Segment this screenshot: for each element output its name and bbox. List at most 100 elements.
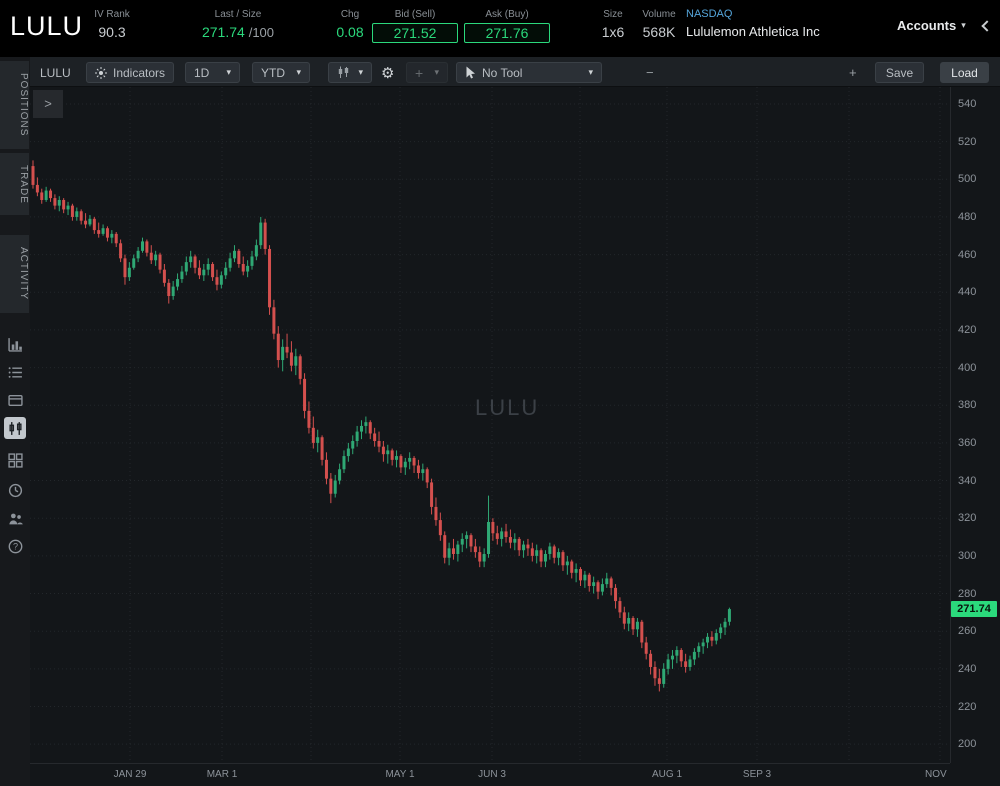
indicators-label: Indicators xyxy=(113,65,166,80)
timeframe-value: 1D xyxy=(194,65,210,80)
indicators-button[interactable]: Indicators xyxy=(86,62,175,83)
range-dropdown[interactable]: YTD ▾ xyxy=(252,62,310,83)
watchlist-view-icon[interactable] xyxy=(4,361,26,383)
candlestick-chart[interactable] xyxy=(30,87,950,763)
chart-settings-button[interactable]: ⚙ xyxy=(377,62,398,83)
left-sidebar: POSITIONS TRADE ACTIVITY ? xyxy=(0,57,30,786)
ask-label: Ask (Buy) xyxy=(485,9,529,20)
indicators-burst-icon xyxy=(95,66,107,79)
chart-plot-area[interactable]: LULU > xyxy=(30,87,950,763)
save-button[interactable]: Save xyxy=(875,62,924,83)
time-axis-label: AUG 1 xyxy=(651,769,683,780)
bar-chart-view-icon[interactable] xyxy=(4,333,26,355)
axis-corner xyxy=(950,763,1000,786)
quote-header: LULU IV Rank 90.3 Last / Size 271.74 /10… xyxy=(0,0,1000,57)
time-axis-label: JAN 29 xyxy=(113,769,147,780)
current-price-tag: 271.74 xyxy=(951,601,997,618)
exchange-block: NASDAQ Lululemon Athletica Inc xyxy=(686,8,820,39)
iv-rank-value: 90.3 xyxy=(98,24,126,40)
time-axis-label: MAY 1 xyxy=(385,769,415,780)
chg-field: Chg 0.08 xyxy=(325,9,375,40)
chart-view-icon[interactable] xyxy=(4,417,26,439)
price-axis-label: 420 xyxy=(958,323,977,336)
chart-toolbar: LULU Indicators 1D ▾ YTD ▾ ▾ xyxy=(0,57,1000,132)
time-axis-label: NOV 1 xyxy=(924,769,956,780)
sidebar-tab-activity[interactable]: ACTIVITY xyxy=(0,235,29,313)
size-value: 1x6 xyxy=(601,24,625,40)
price-axis[interactable]: 540 520 500 480 460 440 420 400 380 360 340 320 300 2… xyxy=(950,87,1000,763)
volume-field: Volume 568K xyxy=(636,9,682,40)
price-axis-label: 540 xyxy=(958,97,977,110)
bid-label: Bid (Sell) xyxy=(394,9,436,20)
accounts-dropdown[interactable]: Accounts ▾ xyxy=(897,18,966,33)
price-axis-label: 240 xyxy=(958,662,977,675)
time-axis[interactable]: JAN 29 MAR 1 MAY 1 JUN 3 AUG 1 SEP 3 NOV 1 xyxy=(30,763,955,786)
price-axis-label: 200 xyxy=(958,738,977,751)
crosshair-dropdown[interactable]: + ▾ xyxy=(406,62,448,83)
chevron-down-icon: ▾ xyxy=(226,67,231,77)
price-axis-label: 400 xyxy=(958,361,977,374)
price-axis-label: 320 xyxy=(958,512,977,525)
chevron-down-icon: ▾ xyxy=(588,67,593,77)
sidebar-tab-trade[interactable]: TRADE xyxy=(0,153,29,215)
collapse-panel-chevron[interactable] xyxy=(981,20,993,32)
ask-button[interactable]: 271.76 xyxy=(464,23,550,43)
price-axis-label: 340 xyxy=(958,474,977,487)
trade-tab-label: TRADE xyxy=(18,164,29,204)
grid-view-icon[interactable] xyxy=(4,449,26,471)
sidebar-tab-positions[interactable]: POSITIONS xyxy=(0,61,29,149)
chart-watermark: LULU xyxy=(475,395,540,420)
save-label: Save xyxy=(885,65,914,80)
chevron-down-icon: ▾ xyxy=(296,67,301,77)
svg-text:?: ? xyxy=(12,541,17,551)
drawing-tool-value: No Tool xyxy=(482,65,523,80)
drawing-tool-dropdown[interactable]: No Tool ▾ xyxy=(456,62,602,83)
price-axis-label: 280 xyxy=(958,587,977,600)
time-axis-label: JUN 3 xyxy=(478,769,506,780)
iv-rank-label: IV Rank xyxy=(94,9,130,20)
chg-value: 0.08 xyxy=(336,24,364,40)
price-axis-label: 260 xyxy=(958,625,977,638)
last-size-value: 271.74 /100 xyxy=(188,24,288,40)
expand-panel-button[interactable]: > xyxy=(33,90,63,118)
accounts-label: Accounts xyxy=(897,18,957,33)
help-icon[interactable]: ? xyxy=(4,535,26,557)
chevron-down-icon: ▾ xyxy=(961,20,966,30)
history-clock-icon[interactable] xyxy=(4,479,26,501)
size-field: Size 1x6 xyxy=(594,9,632,40)
last-size-label: Last / Size xyxy=(214,9,262,20)
exchange-name: NASDAQ xyxy=(686,8,733,20)
timeframe-dropdown[interactable]: 1D ▾ xyxy=(185,62,240,83)
cursor-icon xyxy=(466,66,475,79)
volume-label: Volume xyxy=(642,9,676,20)
chevron-down-icon: ▾ xyxy=(434,67,439,77)
volume-value: 568K xyxy=(642,24,676,40)
chart-type-dropdown[interactable]: ▾ xyxy=(328,62,372,83)
zoom-out-button[interactable]: − xyxy=(646,65,654,80)
community-people-icon[interactable] xyxy=(4,507,26,529)
card-view-icon[interactable] xyxy=(4,389,26,411)
bid-field: Bid (Sell) 271.52 xyxy=(372,9,458,43)
price-axis-label: 300 xyxy=(958,549,977,562)
symbol-title: LULU xyxy=(10,11,84,41)
company-name: Lululemon Athletica Inc xyxy=(686,24,820,39)
chevron-down-icon: ▾ xyxy=(358,67,363,77)
load-label: Load xyxy=(951,65,978,80)
load-button[interactable]: Load xyxy=(940,62,989,83)
bid-button[interactable]: 271.52 xyxy=(372,23,458,43)
activity-tab-label: ACTIVITY xyxy=(18,247,29,301)
iv-rank-field: IV Rank 90.3 xyxy=(82,9,142,40)
size-label: Size xyxy=(603,9,623,20)
price-axis-label: 360 xyxy=(958,436,977,449)
zoom-in-button[interactable]: + xyxy=(849,65,857,80)
time-axis-label: MAR 1 xyxy=(206,769,238,780)
last-size-field: Last / Size 271.74 /100 xyxy=(188,9,288,40)
price-axis-label: 500 xyxy=(958,173,977,186)
last-size-suffix: /100 xyxy=(248,25,275,40)
ask-field: Ask (Buy) 271.76 xyxy=(464,9,550,43)
price-axis-label: 520 xyxy=(958,135,977,148)
price-axis-label: 460 xyxy=(958,248,977,261)
price-axis-label: 480 xyxy=(958,210,977,223)
time-axis-label: SEP 3 xyxy=(742,769,772,780)
